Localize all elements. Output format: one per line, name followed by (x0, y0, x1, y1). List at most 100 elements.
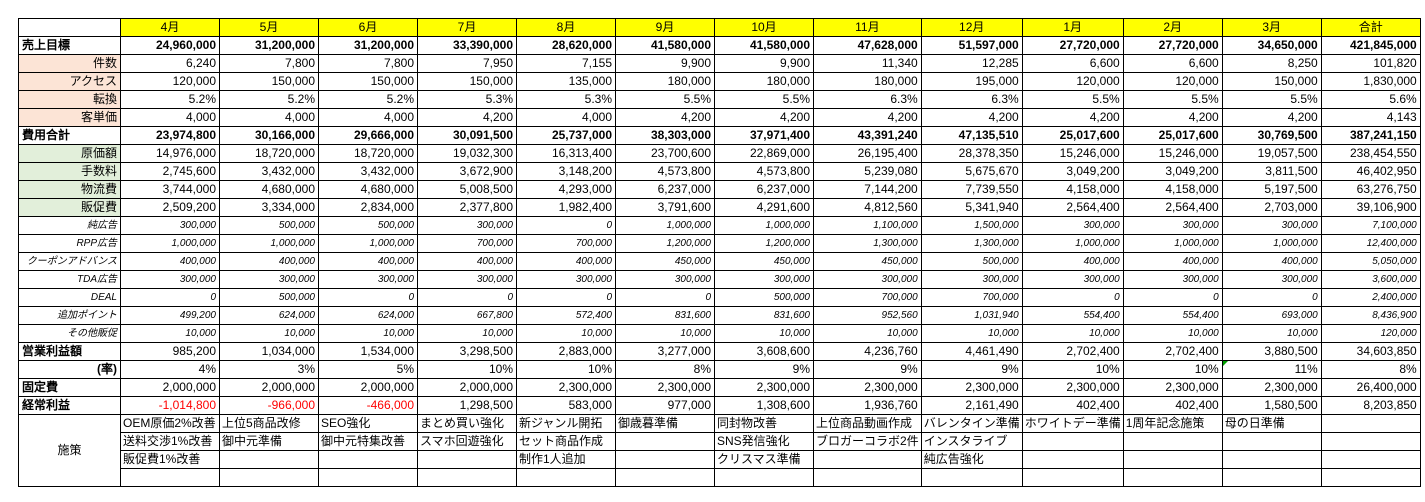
value-cell[interactable]: 18,720,000 (219, 144, 319, 163)
measure-cell[interactable]: OEM原価2%改善 (120, 414, 220, 433)
value-cell[interactable]: 1,500,000 (920, 216, 1023, 235)
value-cell[interactable]: 1,200,000 (714, 234, 814, 253)
value-cell[interactable]: 0 (615, 288, 715, 307)
value-cell[interactable]: 28,378,350 (920, 144, 1023, 163)
value-cell[interactable]: 28,620,000 (516, 36, 616, 55)
value-cell[interactable]: 300,000 (1221, 270, 1322, 289)
measure-cell[interactable]: 母の日準備 (1221, 414, 1322, 433)
value-cell[interactable]: 8,436,900 (1320, 306, 1421, 325)
value-cell[interactable]: 4,158,000 (1021, 180, 1124, 199)
measure-cell[interactable]: ブロガーコラボ2件 (813, 432, 922, 451)
value-cell[interactable]: 180,000 (714, 72, 814, 91)
value-cell[interactable]: 51,597,000 (920, 36, 1023, 55)
value-cell[interactable]: 300,000 (1021, 270, 1124, 289)
measure-cell[interactable] (1122, 450, 1223, 469)
measure-cell[interactable] (417, 450, 517, 469)
value-cell[interactable]: 3,334,000 (219, 198, 319, 217)
row-label-kotei[interactable]: 固定費 (18, 378, 121, 397)
value-cell[interactable]: 2,400,000 (1320, 288, 1421, 307)
value-cell[interactable]: 3,277,000 (615, 342, 715, 361)
value-cell[interactable]: 5.6% (1320, 90, 1421, 109)
value-cell[interactable]: 3,600,000 (1320, 270, 1421, 289)
value-cell[interactable]: 27,720,000 (1122, 36, 1223, 55)
measure-cell[interactable]: 純広告強化 (920, 450, 1023, 469)
measure-cell[interactable] (615, 432, 715, 451)
value-cell[interactable]: 5,008,500 (417, 180, 517, 199)
measure-cell[interactable]: 御歳暮準備 (615, 414, 715, 433)
value-cell[interactable]: 4,000 (318, 108, 418, 127)
measure-cell[interactable] (920, 468, 1023, 487)
value-cell[interactable]: 400,000 (1021, 252, 1124, 271)
value-cell[interactable]: 554,400 (1021, 306, 1124, 325)
value-cell[interactable]: 41,580,000 (615, 36, 715, 55)
value-cell[interactable]: 10,000 (813, 324, 922, 343)
value-cell[interactable]: 2,834,000 (318, 198, 418, 217)
value-cell[interactable]: 2,702,400 (1122, 342, 1223, 361)
value-cell[interactable]: 500,000 (920, 252, 1023, 271)
value-cell[interactable]: 4,200 (714, 108, 814, 127)
value-cell[interactable]: 15,246,000 (1021, 144, 1124, 163)
value-cell[interactable]: 195,000 (920, 72, 1023, 91)
value-cell[interactable]: 1,000,000 (615, 216, 715, 235)
value-cell[interactable]: 500,000 (714, 288, 814, 307)
value-cell[interactable]: 5.3% (417, 90, 517, 109)
value-cell[interactable]: 10% (417, 360, 517, 379)
value-cell[interactable]: 2,300,000 (1221, 378, 1322, 397)
row-label-eigyo[interactable]: 営業利益額 (18, 342, 121, 361)
value-cell[interactable]: 4,200 (813, 108, 922, 127)
value-cell[interactable]: 0 (1221, 288, 1322, 307)
measure-cell[interactable] (1021, 468, 1124, 487)
measure-cell[interactable]: クリスマス準備 (714, 450, 814, 469)
measure-cell[interactable] (813, 468, 922, 487)
value-cell[interactable]: 19,032,300 (417, 144, 517, 163)
value-cell[interactable]: 10,000 (615, 324, 715, 343)
value-cell[interactable]: 5,675,670 (920, 162, 1023, 181)
value-cell[interactable]: 10% (516, 360, 616, 379)
value-cell[interactable]: 9,900 (714, 54, 814, 73)
value-cell[interactable]: 120,000 (1021, 72, 1124, 91)
value-cell[interactable]: 421,845,000 (1320, 36, 1421, 55)
value-cell[interactable]: 63,276,750 (1320, 180, 1421, 199)
value-cell[interactable]: -966,000 (219, 396, 319, 415)
row-label-junkoukoku[interactable]: 純広告 (18, 216, 121, 235)
value-cell[interactable]: 554,400 (1122, 306, 1223, 325)
row-label-tesuryo[interactable]: 手数料 (18, 162, 121, 181)
value-cell[interactable]: 400,000 (516, 252, 616, 271)
value-cell[interactable]: 4,291,600 (714, 198, 814, 217)
month-header-cell[interactable]: 2月 (1122, 18, 1223, 37)
value-cell[interactable]: 150,000 (318, 72, 418, 91)
value-cell[interactable]: 300,000 (219, 270, 319, 289)
value-cell[interactable]: 4,000 (219, 108, 319, 127)
value-cell[interactable]: 5% (318, 360, 418, 379)
value-cell[interactable]: 300,000 (615, 270, 715, 289)
value-cell[interactable]: 2,000,000 (219, 378, 319, 397)
measures-label[interactable]: 施策 (18, 414, 121, 487)
month-header-cell[interactable]: 9月 (615, 18, 715, 37)
value-cell[interactable]: 24,960,000 (120, 36, 220, 55)
value-cell[interactable]: 5.3% (516, 90, 616, 109)
value-cell[interactable]: 499,200 (120, 306, 220, 325)
value-cell[interactable]: 5,341,940 (920, 198, 1023, 217)
value-cell[interactable]: 300,000 (516, 270, 616, 289)
row-label-sonota[interactable]: その他販促 (18, 324, 121, 343)
measure-cell[interactable] (318, 468, 418, 487)
value-cell[interactable]: 6,600 (1021, 54, 1124, 73)
value-cell[interactable]: 2,300,000 (813, 378, 922, 397)
value-cell[interactable]: 2,703,000 (1221, 198, 1322, 217)
value-cell[interactable]: 2,161,490 (920, 396, 1023, 415)
value-cell[interactable]: 2,000,000 (318, 378, 418, 397)
value-cell[interactable]: 2,300,000 (920, 378, 1023, 397)
value-cell[interactable]: 34,650,000 (1221, 36, 1322, 55)
value-cell[interactable]: 6.3% (813, 90, 922, 109)
value-cell[interactable]: 15,246,000 (1122, 144, 1223, 163)
value-cell[interactable]: 5.5% (1122, 90, 1223, 109)
value-cell[interactable]: 180,000 (615, 72, 715, 91)
month-header-cell[interactable]: 3月 (1221, 18, 1322, 37)
measure-cell[interactable] (219, 468, 319, 487)
value-cell[interactable]: 624,000 (219, 306, 319, 325)
measure-cell[interactable]: 御中元特集改善 (318, 432, 418, 451)
value-cell[interactable]: 0 (516, 216, 616, 235)
value-cell[interactable]: 400,000 (120, 252, 220, 271)
measure-cell[interactable] (516, 468, 616, 487)
value-cell[interactable]: 300,000 (1122, 216, 1223, 235)
